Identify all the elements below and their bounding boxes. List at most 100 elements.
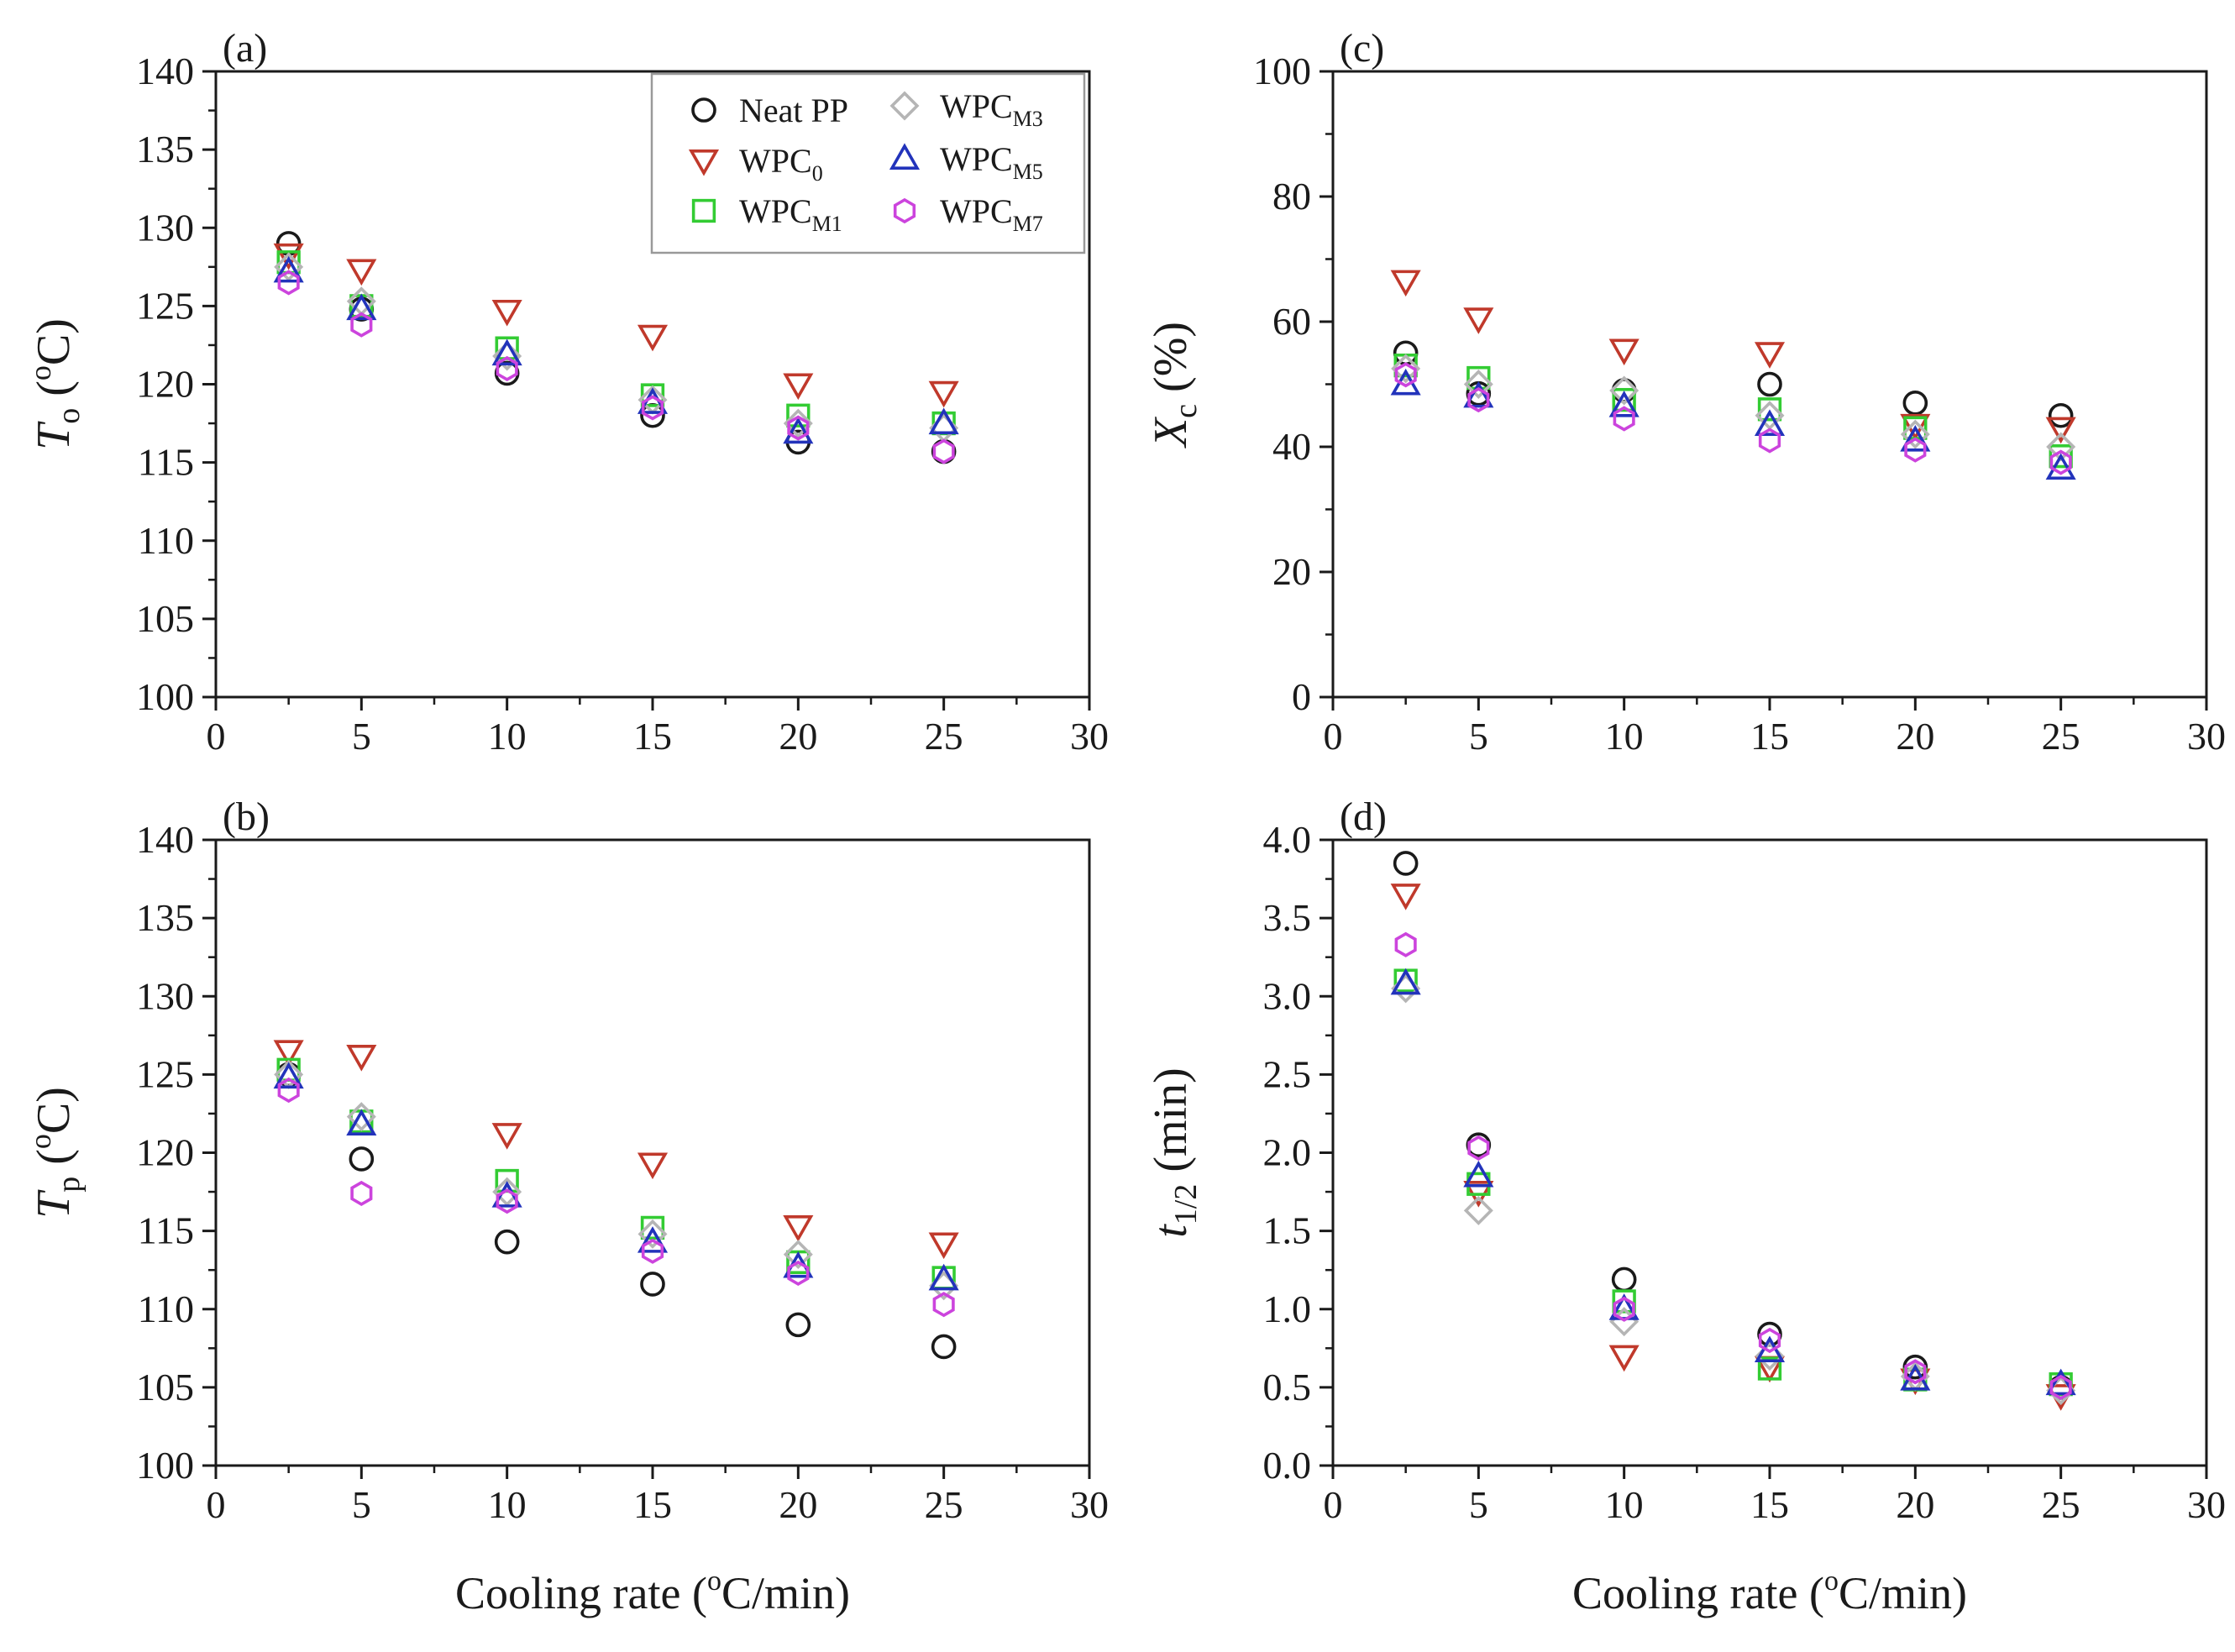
point-m7 <box>1613 406 1635 432</box>
point-m5 <box>491 338 522 366</box>
x-tick-label: 0 <box>207 1483 226 1526</box>
point-m7 <box>1467 1135 1490 1161</box>
y-axis-label: t1/2 (min) <box>1145 1067 1204 1238</box>
point-wpc0 <box>2045 417 2076 444</box>
y-tick-label: 130 <box>136 206 194 249</box>
y-tick-label: 60 <box>1272 300 1311 343</box>
point-m5 <box>346 293 377 321</box>
point-m7 <box>1904 437 1927 463</box>
point-m3 <box>1900 419 1930 449</box>
series-m1 <box>276 250 956 436</box>
series-m5 <box>1390 968 2076 1396</box>
point-m7 <box>350 1180 373 1206</box>
y-tick-label: 100 <box>136 1444 194 1487</box>
y-tick-label: 1.0 <box>1263 1288 1312 1330</box>
data-points <box>273 231 959 464</box>
y-tick-label: 135 <box>136 896 194 939</box>
data-points <box>1390 270 2076 480</box>
x-tick-label: 30 <box>2187 715 2226 758</box>
y-tick-label: 140 <box>136 50 194 92</box>
series-neat <box>1393 851 2074 1400</box>
point-wpc0 <box>491 1123 522 1150</box>
y-tick-label: 125 <box>136 284 194 327</box>
series-m7 <box>277 1077 955 1318</box>
y-tick-label: 125 <box>136 1052 194 1095</box>
series-m1 <box>1393 968 2073 1397</box>
point-neat <box>1393 851 1419 876</box>
series-wpc0 <box>273 243 959 408</box>
series-m7 <box>277 270 955 464</box>
point-m7 <box>277 1077 300 1104</box>
x-tick-label: 30 <box>1070 1483 1109 1526</box>
point-wpc0 <box>346 259 377 286</box>
point-m3 <box>2046 432 2076 462</box>
panel-d: 0 5 10 15 20 25 30 0.0 0.5 1.0 1.5 2.0 2.5 3.0 3.5 4.0 (… <box>1145 795 2226 1618</box>
point-wpc0 <box>783 373 814 401</box>
y-tick-label: 115 <box>138 1209 194 1252</box>
point-m5 <box>1900 424 1931 452</box>
point-m5 <box>2045 1368 2076 1396</box>
point-m3 <box>637 1219 668 1249</box>
y-tick-label: 1.5 <box>1263 1209 1312 1252</box>
point-m5 <box>1754 1335 1786 1363</box>
point-m7 <box>641 1238 664 1264</box>
series-m5 <box>273 255 959 444</box>
x-tick-label: 30 <box>2187 1483 2226 1526</box>
legend-label-m5: WPCM5 <box>940 140 1043 184</box>
point-wpc0 <box>1608 1345 1640 1372</box>
point-m7 <box>1758 1327 1781 1354</box>
point-wpc0 <box>1390 884 1421 910</box>
x-tick-label: 20 <box>1896 715 1934 758</box>
point-m3 <box>1463 1195 1493 1225</box>
legend-item-wpc0: WPC0 <box>688 142 823 186</box>
y-tick-label: 120 <box>136 1131 194 1174</box>
panel-label: (c) <box>1340 26 1384 71</box>
y-tick-label: 130 <box>136 974 194 1017</box>
legend-label-neat: Neat PP <box>739 92 848 129</box>
x-tick-label: 10 <box>1605 715 1644 758</box>
point-wpc0 <box>273 243 304 270</box>
point-neat <box>494 1229 520 1255</box>
x-tick-label: 0 <box>1324 1483 1343 1526</box>
y-tick-label: 105 <box>136 1366 194 1408</box>
series-m3 <box>274 1059 959 1301</box>
point-m7 <box>1613 1296 1635 1322</box>
panel-c: 0 5 10 15 20 25 30 0 20 40 60 80 100 (c) Xc (%) <box>1145 26 2226 758</box>
point-m7 <box>277 270 300 296</box>
point-m5 <box>1463 1160 1494 1188</box>
point-m7 <box>1467 387 1490 413</box>
y-tick-label: 2.5 <box>1263 1052 1312 1095</box>
x-tick-label: 15 <box>1750 715 1789 758</box>
point-neat <box>931 1334 957 1360</box>
point-m1 <box>640 383 665 407</box>
series-wpc0 <box>273 1040 959 1260</box>
point-m5 <box>1463 380 1494 408</box>
point-m7 <box>787 1260 810 1286</box>
point-m1 <box>1612 1289 1636 1314</box>
x-tick-label: 10 <box>488 1483 527 1526</box>
point-neat <box>349 1146 375 1172</box>
point-wpc0 <box>1608 338 1640 366</box>
point-m7 <box>932 438 955 464</box>
series-wpc0 <box>1390 884 2076 1411</box>
legend-item-m3: WPCM3 <box>889 87 1043 131</box>
point-m3 <box>492 1177 522 1207</box>
point-m5 <box>1608 390 1640 417</box>
legend-item-neat: Neat PP <box>691 92 848 129</box>
panel-label: (d) <box>1340 795 1387 839</box>
series-m5 <box>1390 368 2076 480</box>
point-wpc0 <box>491 299 522 327</box>
point-wpc0 <box>273 1040 304 1067</box>
series-m3 <box>1391 354 2076 462</box>
x-axis-label: Cooling rate (oC/min) <box>1572 1565 1967 1618</box>
point-m5 <box>1390 968 1421 995</box>
x-axis-label: Cooling rate (oC/min) <box>455 1565 850 1618</box>
point-m5 <box>1754 409 1786 436</box>
point-m1 <box>1757 1356 1782 1381</box>
series-m5 <box>273 1062 959 1291</box>
series-wpc0 <box>1390 270 2076 444</box>
y-tick-label: 120 <box>136 363 194 406</box>
point-m5 <box>346 1109 377 1135</box>
data-points <box>273 1040 959 1360</box>
